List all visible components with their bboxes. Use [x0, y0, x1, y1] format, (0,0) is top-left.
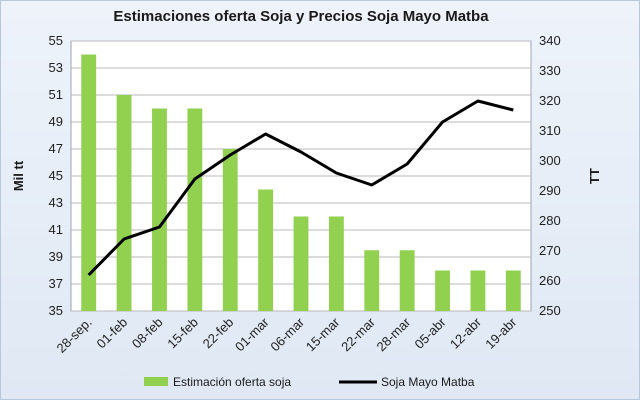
line-series: [87, 99, 514, 277]
left-tick-label: 43: [49, 195, 63, 210]
x-tick-label: 06-mar: [267, 314, 307, 354]
x-tick-label: 15-feb: [164, 315, 201, 352]
right-tick-label: 270: [539, 243, 561, 258]
x-tick-label: 28-mar: [374, 314, 414, 354]
right-tick-label: 330: [539, 63, 561, 78]
left-tick-label: 51: [49, 87, 63, 102]
left-tick-label: 49: [49, 114, 63, 129]
bar-series: [81, 54, 521, 311]
left-tick-label: 55: [49, 33, 63, 48]
left-tick-label: 37: [49, 276, 63, 291]
left-tick-label: 53: [49, 60, 63, 75]
legend-label-bars: Estimación oferta soja: [173, 375, 291, 389]
bar: [116, 95, 132, 311]
left-axis-ticks: 35 37 39 41 43 45 47 49 51 53 55: [49, 33, 63, 318]
bar: [152, 108, 167, 311]
bar: [222, 149, 238, 311]
x-tick-label: 01-feb: [94, 315, 131, 352]
bar: [293, 216, 309, 311]
left-tick-label: 45: [49, 168, 63, 183]
gridlines: [71, 40, 531, 312]
legend: Estimación oferta soja Soja Mayo Matba: [144, 375, 475, 389]
x-tick-label: 08-feb: [129, 315, 166, 352]
x-tick-label: 01-mar: [232, 314, 272, 354]
right-tick-label: 340: [539, 33, 561, 48]
x-tick-label: 19-abr: [482, 314, 520, 352]
bar: [328, 216, 344, 311]
x-tick-label: 28-sep.: [54, 315, 95, 356]
x-tick-label: 15-mar: [303, 314, 343, 354]
right-tick-label: 250: [539, 303, 561, 318]
x-tick-label: 05-abr: [411, 314, 449, 352]
bar: [364, 250, 380, 311]
right-axis-ticks: 250 260 270 280 290 300 310 320 330 340: [539, 33, 561, 318]
bar: [399, 250, 415, 311]
right-tick-label: 290: [539, 183, 561, 198]
left-tick-label: 47: [49, 141, 63, 156]
x-tick-label: 12-abr: [447, 314, 485, 352]
left-tick-label: 35: [49, 303, 63, 318]
legend-swatch-bars: [144, 377, 168, 386]
bar: [258, 189, 274, 311]
right-axis-title: TT: [587, 168, 602, 184]
right-tick-label: 310: [539, 123, 561, 138]
right-tick-label: 320: [539, 93, 561, 108]
right-tick-label: 300: [539, 153, 561, 168]
bar: [505, 270, 521, 311]
bar: [81, 54, 97, 311]
x-axis-ticks: 28-sep.01-feb08-feb15-feb22-feb01-mar06-…: [54, 314, 520, 356]
x-tick-label: 22-mar: [338, 314, 378, 354]
x-tick-label: 22-feb: [200, 315, 237, 352]
left-axis-title: Mil tt: [11, 160, 26, 191]
right-tick-label: 280: [539, 213, 561, 228]
right-tick-label: 260: [539, 273, 561, 288]
chart-title: Estimaciones oferta Soja y Precios Soja …: [113, 8, 489, 25]
bar: [470, 270, 486, 311]
bar: [187, 108, 203, 311]
bar: [435, 270, 450, 311]
left-tick-label: 39: [49, 249, 63, 264]
left-tick-label: 41: [49, 222, 63, 237]
price-line: [87, 99, 514, 277]
legend-label-line: Soja Mayo Matba: [381, 375, 475, 389]
